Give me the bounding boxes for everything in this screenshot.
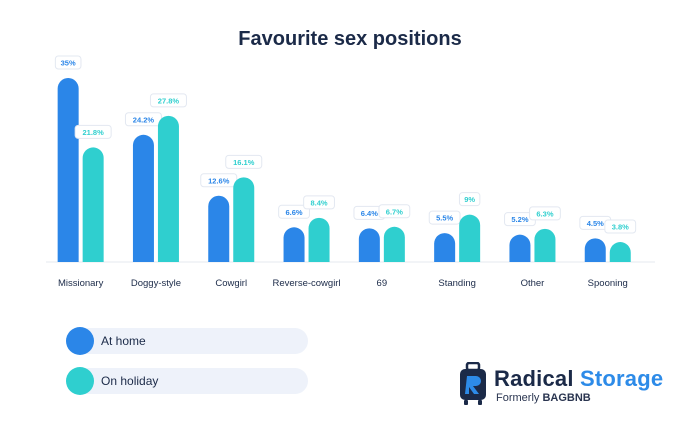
brand-name-part2: Storage (579, 366, 664, 391)
bar-at-home-reverse-cowgirl (283, 227, 305, 262)
data-label-bubble-on-holiday-standing (458, 192, 481, 207)
category-label-cowgirl: Cowgirl (215, 278, 247, 289)
brand-name: Radical Storage (494, 366, 663, 392)
category-label-missionary: Missionary (58, 278, 104, 289)
bar-on-holiday-other (534, 228, 556, 262)
brand-logo: Radical Storage Formerly BAGBNB (458, 358, 688, 414)
brand-tagline: Formerly BAGBNB (496, 392, 591, 404)
data-label-bubble-on-holiday-other (529, 206, 561, 221)
data-label-on-holiday-doggy-style: 27.8% (158, 96, 180, 105)
data-label-bubble-on-holiday-69 (378, 204, 411, 219)
data-label-at-home-other: 5.2% (511, 215, 528, 224)
data-label-on-holiday-69: 6.7% (386, 207, 403, 216)
bar-on-holiday-cowgirl (233, 177, 255, 262)
bar-at-home-standing (434, 233, 456, 262)
data-label-bubble-on-holiday-missionary (74, 124, 112, 139)
legend-label-at-home: At home (101, 334, 146, 348)
data-label-bubble-on-holiday-cowgirl (225, 154, 263, 169)
bar-on-holiday-doggy-style (157, 115, 179, 262)
legend-swatch-at-home (66, 327, 94, 355)
bar-at-home-spooning (584, 238, 606, 262)
data-label-at-home-69: 6.4% (361, 209, 378, 218)
data-label-at-home-cowgirl: 12.6% (208, 176, 230, 185)
data-label-on-holiday-reverse-cowgirl: 8.4% (310, 198, 327, 207)
data-label-at-home-doggy-style: 24.2% (133, 115, 155, 124)
legend-item-at-home[interactable]: At home (66, 327, 308, 355)
brand-tagline-name: BAGBNB (542, 392, 591, 404)
bar-on-holiday-spooning (609, 242, 631, 262)
chart-title: Favourite sex positions (238, 28, 461, 50)
bar-on-holiday-69 (383, 226, 405, 262)
brand-name-part1: Radical (494, 366, 574, 391)
data-label-on-holiday-missionary: 21.8% (83, 128, 105, 137)
bar-at-home-69 (358, 228, 380, 262)
legend-label-on-holiday: On holiday (101, 374, 159, 388)
data-label-bubble-at-home-reverse-cowgirl (278, 204, 310, 219)
legend-item-on-holiday[interactable]: On holiday (66, 367, 308, 395)
category-label-reverse-cowgirl: Reverse-cowgirl (272, 278, 340, 289)
data-label-bubble-on-holiday-reverse-cowgirl (303, 195, 335, 210)
bar-at-home-missionary (57, 78, 79, 262)
bars-group: 35% 21.8% Missionary 24.2% 27.8% Doggy-style 1… (54, 55, 637, 289)
data-label-on-holiday-cowgirl: 16.1% (233, 158, 255, 167)
data-label-at-home-standing: 5.5% (436, 214, 453, 223)
category-label-spooning: Spooning (588, 278, 628, 289)
data-label-on-holiday-other: 6.3% (536, 209, 553, 218)
bar-on-holiday-reverse-cowgirl (308, 217, 330, 262)
bar-on-holiday-standing (459, 214, 481, 262)
bar-at-home-other (509, 234, 531, 262)
data-label-bubble-on-holiday-spooning (604, 219, 637, 234)
bar-at-home-cowgirl (208, 195, 230, 262)
data-label-bubble-at-home-missionary (54, 55, 82, 70)
data-label-at-home-reverse-cowgirl: 6.6% (285, 208, 302, 217)
category-label-doggy-style: Doggy-style (131, 278, 181, 289)
category-label-standing: Standing (438, 278, 476, 289)
data-label-bubble-on-holiday-doggy-style (149, 93, 187, 108)
data-label-bubble-at-home-standing (428, 210, 461, 225)
bar-on-holiday-missionary (82, 147, 104, 262)
data-label-on-holiday-standing: 9% (464, 195, 475, 204)
legend-swatch-on-holiday (66, 367, 94, 395)
data-label-at-home-missionary: 35% (61, 59, 76, 68)
data-label-on-holiday-spooning: 3.8% (612, 223, 629, 232)
category-label-69: 69 (377, 278, 388, 289)
bar-at-home-doggy-style (132, 134, 154, 262)
category-label-other: Other (521, 278, 545, 289)
data-label-at-home-spooning: 4.5% (587, 219, 604, 228)
luggage-icon (460, 362, 486, 405)
brand-tagline-prefix: Formerly (496, 392, 540, 404)
